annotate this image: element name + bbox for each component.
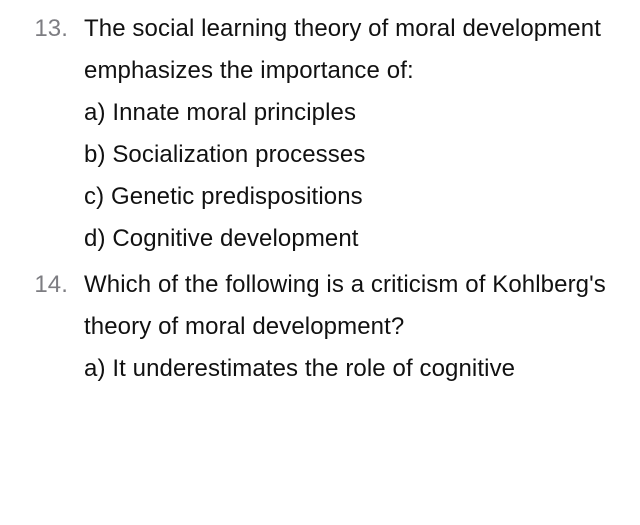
option-list: a) Innate moral principles b) Socializat… xyxy=(84,92,618,260)
option-item: b) Socialization processes xyxy=(84,134,618,176)
option-text: Innate moral principles xyxy=(112,92,356,134)
option-letter: d) xyxy=(84,218,106,260)
question-item: Which of the following is a criticism of… xyxy=(0,264,618,390)
option-item: a) It underestimates the role of cogniti… xyxy=(84,348,618,390)
option-item: a) Innate moral principles xyxy=(84,92,618,134)
question-list: The social learning theory of moral deve… xyxy=(0,8,618,390)
option-text: Genetic predispositions xyxy=(111,176,363,218)
question-stem: Which of the following is a criticism of… xyxy=(84,264,618,348)
option-text: Socialization processes xyxy=(112,134,365,176)
option-letter: a) xyxy=(84,348,106,390)
option-text: It underestimates the role of cognitive xyxy=(112,348,515,390)
option-text: Cognitive development xyxy=(112,218,358,260)
option-letter: b) xyxy=(84,134,106,176)
option-letter: a) xyxy=(84,92,106,134)
option-item: c) Genetic predispositions xyxy=(84,176,618,218)
option-letter: c) xyxy=(84,176,104,218)
option-list: a) It underestimates the role of cogniti… xyxy=(84,348,618,390)
question-item: The social learning theory of moral deve… xyxy=(0,8,618,260)
option-item: d) Cognitive development xyxy=(84,218,618,260)
question-stem: The social learning theory of moral deve… xyxy=(84,8,618,92)
